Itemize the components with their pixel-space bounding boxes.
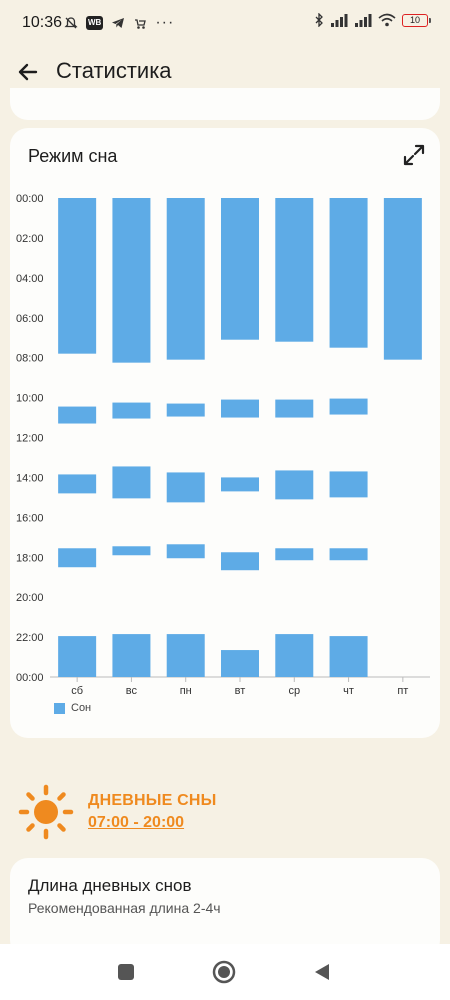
sleep-bar: [166, 403, 205, 417]
y-tick-label: 10:00: [16, 393, 44, 405]
home-circle-icon: [212, 960, 236, 984]
arrow-left-icon: [18, 63, 38, 81]
sleep-bar: [275, 548, 314, 561]
sleep-bar: [221, 552, 259, 571]
square-icon: [118, 964, 134, 980]
x-tick-label: сб: [71, 685, 83, 697]
sleep-bar: [329, 398, 368, 415]
y-tick-label: 06:00: [16, 313, 44, 325]
x-tick-label: ср: [288, 685, 300, 697]
mute-icon: [64, 17, 78, 29]
status-time: 10:36: [22, 14, 63, 31]
sleep-bar: [275, 634, 314, 677]
x-tick-label: вт: [235, 685, 246, 697]
sleep-chart: 00:00 02:00 04:00 06:00 08:00 10:00 12:00 14:00…: [16, 193, 430, 697]
stroller-icon: [135, 19, 147, 29]
sleep-bar: [58, 198, 97, 354]
sleep-bar: [329, 636, 368, 677]
x-tick-label: пн: [180, 685, 192, 697]
sleep-mode-card: 00:00 02:00 04:00 06:00 08:00 10:00 12:00 14:00…: [10, 128, 440, 738]
nap-length-subtitle: Рекомендованная длина 2-4ч: [28, 900, 221, 916]
triangle-back-icon: [315, 964, 329, 980]
wifi-icon: [378, 13, 396, 27]
legend-swatch: [54, 702, 65, 714]
page-title: Статистика: [56, 58, 172, 83]
y-tick-label: 00:00: [16, 672, 44, 684]
sleep-bar: [58, 474, 97, 494]
x-tick-label: пт: [397, 685, 408, 697]
battery-level: 10: [409, 15, 420, 25]
y-tick-label: 00:00: [16, 193, 44, 205]
y-tick-label: 04:00: [16, 273, 44, 285]
y-tick-label: 16:00: [16, 512, 44, 524]
sleep-bar: [383, 198, 422, 360]
status-bar: 10:36 WB ···: [0, 0, 450, 46]
daytime-naps-range-link[interactable]: 07:00 - 20:00: [88, 814, 185, 831]
status-left-icons: WB ···: [64, 14, 174, 32]
sleep-bar: [221, 650, 259, 677]
app-bar: Статистика: [0, 46, 450, 98]
sleep-bar: [329, 471, 368, 498]
more-status-icon: ···: [155, 14, 175, 31]
sleep-bar: [112, 634, 151, 677]
battery-icon: 10: [402, 13, 431, 27]
sleep-bar: [275, 399, 314, 418]
y-tick-label: 20:00: [16, 592, 44, 604]
sleep-bar: [166, 634, 205, 677]
nap-length-title: Длина дневных снов: [28, 876, 192, 895]
back-button[interactable]: [12, 56, 44, 88]
signal-icon: [331, 14, 348, 27]
sleep-bar: [58, 548, 97, 568]
signal-icon: [355, 14, 372, 27]
sleep-bar: [166, 544, 205, 559]
sleep-bar: [112, 466, 151, 499]
x-tick-label: чт: [343, 685, 354, 697]
y-tick-label: 22:00: [16, 632, 44, 644]
sleep-bar: [221, 198, 259, 340]
sleep-bar: [112, 546, 151, 556]
y-tick-label: 08:00: [16, 353, 44, 365]
home-button[interactable]: [212, 960, 236, 984]
sleep-bar: [275, 198, 314, 342]
nav-back-button[interactable]: [310, 960, 334, 984]
legend-label: Сон: [71, 702, 92, 714]
x-tick-label: вс: [126, 685, 138, 697]
daytime-naps-section: ДНЕВНЫЕ СНЫ 07:00 - 20:00: [18, 784, 438, 844]
recents-button[interactable]: [114, 960, 138, 984]
sleep-bar: [329, 198, 368, 348]
sleep-bar: [329, 548, 368, 561]
sleep-bar: [58, 636, 97, 677]
sleep-bar: [221, 399, 259, 418]
system-nav-bar: [0, 944, 450, 1000]
sleep-bar: [58, 406, 97, 424]
wb-badge-icon: WB: [86, 16, 104, 30]
telegram-icon: [112, 18, 125, 28]
sleep-bar: [221, 477, 259, 492]
sleep-bar: [112, 198, 151, 363]
chart-legend[interactable]: Сон: [54, 702, 91, 714]
nap-length-card: Длина дневных снов Рекомендованная длина…: [10, 858, 440, 958]
y-tick-label: 14:00: [16, 472, 44, 484]
sun-icon: [18, 784, 74, 840]
sleep-bar: [166, 472, 205, 503]
bluetooth-icon: [315, 13, 323, 27]
daytime-naps-heading: ДНЕВНЫЕ СНЫ: [88, 792, 217, 809]
status-right-icons: 10: [314, 13, 431, 27]
sleep-bar: [166, 198, 205, 360]
card-title: Режим сна: [28, 146, 118, 166]
previous-card: [10, 88, 440, 120]
y-tick-label: 18:00: [16, 552, 44, 564]
expand-button[interactable]: [402, 143, 426, 167]
sleep-bar: [112, 402, 151, 419]
y-tick-label: 02:00: [16, 233, 44, 245]
sleep-bar: [275, 470, 314, 500]
fullscreen-icon: [403, 144, 425, 166]
y-tick-label: 12:00: [16, 433, 44, 445]
